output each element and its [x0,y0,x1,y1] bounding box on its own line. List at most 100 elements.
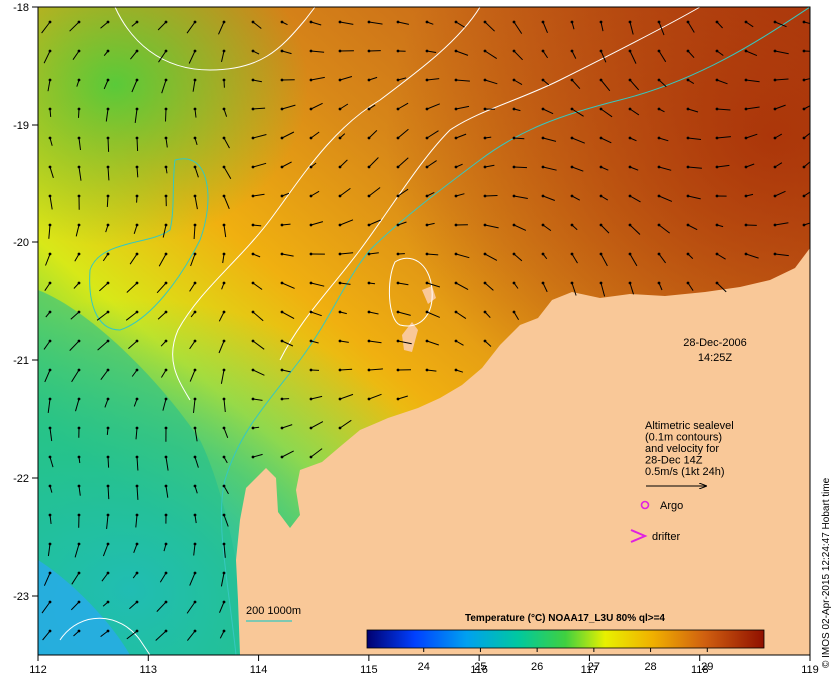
velocity-arrow-origin [164,397,168,401]
velocity-arrow [281,131,295,139]
velocity-arrow-origin [135,223,139,227]
velocity-arrow [310,76,325,81]
velocity-arrow [159,572,167,583]
velocity-arrow [106,514,109,529]
velocity-arrow [193,224,196,240]
velocity-arrow [455,193,465,197]
velocity-arrow-origin [483,310,487,314]
velocity-arrow [223,543,226,558]
velocity-arrow [600,50,607,63]
velocity-arrow-origin [77,600,81,604]
velocity-arrow-origin [512,252,516,256]
velocity-arrow-origin [222,252,226,256]
velocity-arrow-origin [193,281,197,285]
velocity-arrow-origin [106,542,110,546]
velocity-arrow [130,50,138,60]
velocity-arrow-origin [715,165,719,169]
velocity-arrow-origin [512,78,516,82]
velocity-arrow [187,630,196,641]
velocity-arrow-origin [541,136,545,140]
velocity-arrow-origin [164,223,168,227]
velocity-arrow-origin [164,49,168,53]
velocity-arrow [223,137,230,149]
velocity-arrow [484,50,497,60]
velocity-arrow-origin [193,629,197,633]
velocity-arrow-origin [48,484,52,488]
velocity-arrow-origin [367,397,371,401]
velocity-arrow-origin [773,136,777,140]
velocity-arrow [69,21,80,32]
velocity-arrow [158,50,167,63]
velocity-arrow-origin [599,20,603,24]
velocity-arrow [221,50,225,63]
velocity-arrow [397,221,407,226]
velocity-arrow [687,195,701,200]
velocity-arrow-origin [280,194,284,198]
velocity-arrow-origin [512,165,516,169]
velocity-arrow [218,21,225,35]
velocity-arrow-origin [193,542,197,546]
latitude-axis: -18 -19 -20 -21 -22 -23 [13,2,38,603]
velocity-arrow [368,187,381,197]
velocity-arrow [484,164,495,168]
velocity-arrow-origin [773,20,777,24]
velocity-arrow-origin [106,49,110,53]
velocity-arrow-origin [425,20,429,24]
velocity-arrow [252,134,267,139]
velocity-arrow [223,514,229,527]
velocity-arrow-origin [135,571,139,575]
velocity-arrow-origin [396,78,400,82]
velocity-arrow-origin [48,368,52,372]
velocity-arrow-origin [164,571,168,575]
velocity-arrow-origin [338,368,342,372]
velocity-arrow-origin [135,281,139,285]
velocity-arrow-origin [193,339,197,343]
drifter-label: drifter [652,531,680,543]
velocity-arrow [49,166,54,179]
velocity-arrow-origin [396,397,400,401]
velocity-arrow [513,137,525,140]
velocity-arrow-origin [222,194,226,198]
velocity-arrow-origin [106,252,110,256]
velocity-arrow-origin [744,107,748,111]
velocity-arrow-origin [251,20,255,24]
velocity-arrow-origin [628,252,632,256]
lon-tick-label: 113 [140,664,158,676]
velocity-arrow-origin [309,223,313,227]
velocity-arrow [101,572,109,582]
velocity-arrow-origin [135,20,139,24]
velocity-arrow [43,50,51,64]
velocity-arrow [281,104,296,110]
velocity-arrow-origin [135,252,139,256]
velocity-arrow [42,630,51,641]
velocity-arrow [310,190,320,197]
velocity-arrow-origin [425,49,429,53]
velocity-arrow-origin [164,107,168,111]
velocity-arrow-origin [686,20,690,24]
velocity-arrow-origin [193,20,197,24]
velocity-arrow [162,398,167,411]
velocity-arrow [190,253,196,267]
velocity-arrow-origin [135,194,139,198]
velocity-arrow [513,166,528,169]
velocity-arrow [339,21,354,25]
velocity-arrow [129,253,138,265]
velocity-arrow [339,419,352,429]
velocity-arrow [252,311,264,322]
velocity-arrow [281,223,291,226]
velocity-arrow-origin [628,194,632,198]
velocity-arrow-origin [280,78,284,82]
velocity-arrow [161,79,167,94]
velocity-arrow-origin [483,107,487,111]
velocity-arrow-origin [106,223,110,227]
velocity-arrow-origin [338,20,342,24]
velocity-arrow-origin [48,397,52,401]
velocity-arrow-origin [628,20,632,24]
velocity-arrow-origin [309,339,313,343]
colorbar-tick-label: 25 [474,661,486,673]
velocity-arrow-origin [106,513,110,517]
velocity-arrow [100,21,109,29]
velocity-arrow [745,79,760,83]
velocity-arrow [126,630,138,640]
velocity-arrow-origin [657,252,661,256]
